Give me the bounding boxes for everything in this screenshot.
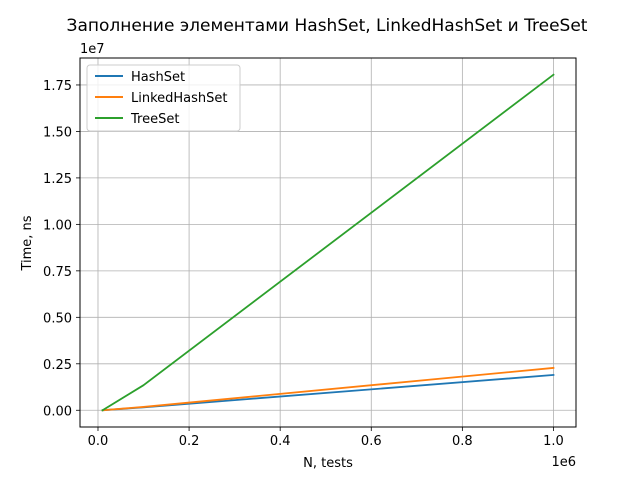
x-tick-label: 0.2	[179, 434, 200, 449]
x-tick-label: 0.8	[452, 434, 473, 449]
y-tick-label: 1.50	[43, 125, 72, 140]
axis-ticks: 0.0 0.2 0.4 0.6 0.8 1.0 0.00 0.25 0.50 0.75 1.00 1.…	[43, 79, 564, 449]
series-line-linkedhashset	[101, 366, 555, 412]
y-tick-label: 1.75	[43, 79, 72, 94]
x-axis-label: N, tests	[303, 456, 353, 471]
x-tick-label: 0.6	[361, 434, 382, 449]
legend-label-treeset: TreeSet	[130, 112, 179, 127]
y-tick-label: 0.25	[43, 358, 72, 373]
legend: HashSet LinkedHashSet TreeSet	[86, 64, 241, 132]
x-tick-label: 0.4	[270, 434, 291, 449]
x-tick-label: 0.0	[88, 434, 109, 449]
grid	[80, 58, 576, 427]
x-offset-label: 1e6	[551, 455, 576, 470]
y-axis-label: Time, ns	[20, 215, 35, 271]
y-tick-label: 0.50	[43, 311, 72, 326]
y-offset-label: 1e7	[80, 42, 105, 57]
legend-label-hashset: HashSet	[131, 70, 185, 85]
legend-box	[86, 64, 241, 132]
chart-title: Заполнение элементами HashSet, LinkedHas…	[67, 16, 588, 36]
series-lines	[101, 73, 555, 412]
y-tick-label: 1.25	[43, 172, 72, 187]
y-tick-label: 0.00	[43, 404, 72, 419]
y-tick-label: 1.00	[43, 218, 72, 233]
y-tick-label: 0.75	[43, 265, 72, 280]
legend-label-linkedhashset: LinkedHashSet	[131, 91, 228, 106]
x-tick-label: 1.0	[543, 434, 564, 449]
series-line-treeset	[101, 73, 555, 412]
plot-frame	[79, 57, 577, 428]
